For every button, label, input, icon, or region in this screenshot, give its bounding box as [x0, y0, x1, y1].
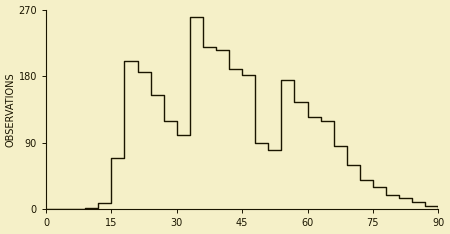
Y-axis label: OBSERVATIONS: OBSERVATIONS: [5, 72, 16, 147]
